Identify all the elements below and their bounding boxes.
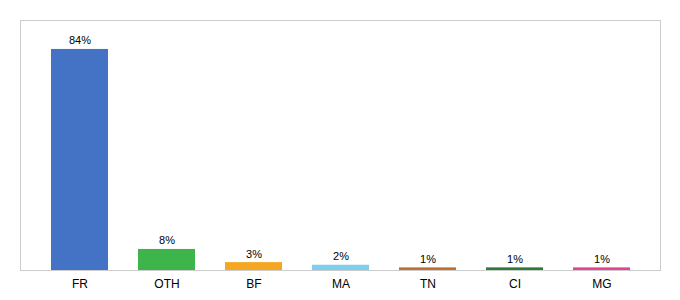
svg-text:1%: 1%: [594, 253, 610, 265]
svg-text:TN: TN: [420, 277, 436, 291]
svg-text:FR: FR: [72, 277, 88, 291]
svg-text:1%: 1%: [507, 253, 523, 265]
svg-text:3%: 3%: [246, 248, 262, 260]
svg-text:OTH: OTH: [154, 277, 179, 291]
svg-text:BF: BF: [246, 277, 261, 291]
svg-text:84%: 84%: [69, 34, 91, 46]
svg-text:8%: 8%: [159, 234, 175, 246]
svg-text:2%: 2%: [333, 250, 349, 262]
svg-text:MA: MA: [332, 277, 350, 291]
svg-text:CI: CI: [509, 277, 521, 291]
svg-text:MG: MG: [592, 277, 611, 291]
svg-text:1%: 1%: [420, 253, 436, 265]
